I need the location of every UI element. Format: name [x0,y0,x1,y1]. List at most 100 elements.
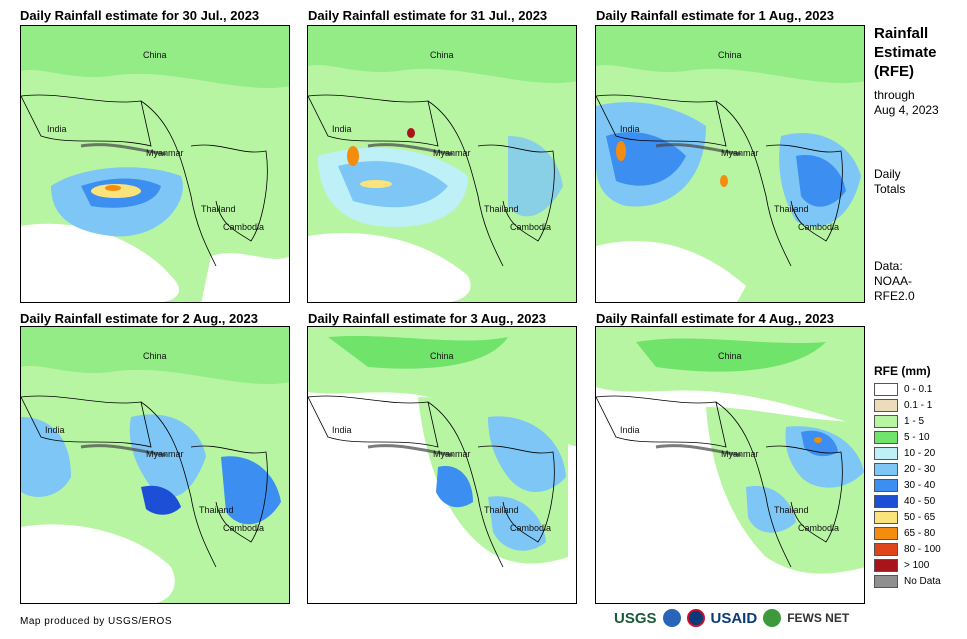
data-source-2: RFE2.0 [874,289,915,303]
label-thailand: Thailand [484,204,519,214]
rainfall-map-1-aug: China India Myanmar Thailand Cambodia [595,25,865,303]
fews-net-logo: FEWS NET [787,611,850,625]
usaid-logo: USAID [710,609,758,627]
map-graphic [596,26,864,302]
label-thailand: Thailand [201,204,236,214]
rainfall-map-3-aug: China India Myanmar Thailand Cambodia [307,326,577,604]
usaid-seal-icon [686,609,705,627]
daily-text: Daily [874,167,901,181]
sidebar-data-source: Data: NOAA- RFE2.0 [874,259,915,304]
noaa-logo-icon [662,609,681,627]
label-india: India [47,124,67,134]
legend-label: No Data [904,575,941,587]
legend-label: 5 - 10 [904,431,930,443]
label-cambodia: Cambodia [510,523,552,533]
panel-title-3: Daily Rainfall estimate for 1 Aug., 2023 [596,8,834,23]
panel-title-2: Daily Rainfall estimate for 31 Jul., 202… [308,8,548,23]
label-cambodia: Cambodia [798,523,840,533]
legend-label: 50 - 65 [904,511,936,523]
label-india: India [620,124,640,134]
legend-item: 40 - 50 [874,493,941,509]
through-date: Aug 4, 2023 [874,103,939,117]
legend-label: 0 - 0.1 [904,383,933,395]
label-myanmar: Myanmar [721,148,759,158]
legend-item: 5 - 10 [874,429,941,445]
label-myanmar: Myanmar [146,449,184,459]
legend-item: 50 - 65 [874,509,941,525]
map-graphic [596,327,864,603]
legend-title: RFE (mm) [874,364,931,378]
label-cambodia: Cambodia [223,523,265,533]
legend-swatch [874,430,898,444]
legend-label: 20 - 30 [904,463,936,475]
sidebar-title: Rainfall Estimate (RFE) [874,24,937,81]
panel-title-6: Daily Rainfall estimate for 4 Aug., 2023 [596,311,834,326]
legend-swatch [874,494,898,508]
totals-text: Totals [874,182,906,196]
label-cambodia: Cambodia [223,222,265,232]
data-label: Data: [874,259,903,273]
label-india: India [332,124,352,134]
legend-item: No Data [874,573,941,589]
legend-label: 65 - 80 [904,527,936,539]
legend-swatch [874,462,898,476]
legend-label: 1 - 5 [904,415,925,427]
map-graphic [21,26,289,302]
legend-item: 1 - 5 [874,413,941,429]
legend-swatch [874,478,898,492]
label-thailand: Thailand [484,505,519,515]
label-china: China [143,351,167,361]
sidebar-daily: Daily Totals [874,167,905,197]
legend-swatch [874,558,898,572]
map-graphic [21,327,289,603]
legend-item: 80 - 100 [874,541,941,557]
title-line-1: Rainfall [874,25,929,42]
panel-title-1: Daily Rainfall estimate for 30 Jul., 202… [20,8,260,23]
legend-swatch [874,382,898,396]
label-thailand: Thailand [774,505,809,515]
legend-label: 10 - 20 [904,447,936,459]
label-cambodia: Cambodia [798,222,840,232]
legend-swatch [874,542,898,556]
legend-swatch [874,526,898,540]
panel-title-5: Daily Rainfall estimate for 3 Aug., 2023 [308,311,546,326]
rainfall-map-31-jul: China India Myanmar Thailand Cambodia [307,25,577,303]
label-india: India [332,425,352,435]
data-source-1: NOAA- [874,274,913,288]
sidebar-through: through Aug 4, 2023 [874,88,939,118]
logo-bar: USGS USAID FEWS NET [614,609,849,627]
legend-label: 40 - 50 [904,495,936,507]
legend: 0 - 0.1 0.1 - 1 1 - 5 5 - 10 10 - 20 20 - 30 3… [874,381,941,589]
map-graphic [308,327,576,603]
label-china: China [430,50,454,60]
panel-title-4: Daily Rainfall estimate for 2 Aug., 2023 [20,311,258,326]
label-india: India [620,425,640,435]
legend-label: 0.1 - 1 [904,399,933,411]
legend-item: 65 - 80 [874,525,941,541]
map-credit: Map produced by USGS/EROS [20,616,173,627]
through-text: through [874,88,915,102]
legend-item: 0.1 - 1 [874,397,941,413]
label-india: India [45,425,65,435]
legend-item: 20 - 30 [874,461,941,477]
legend-item: 10 - 20 [874,445,941,461]
label-china: China [718,351,742,361]
legend-swatch [874,574,898,588]
label-china: China [143,50,167,60]
legend-swatch [874,414,898,428]
label-myanmar: Myanmar [146,148,184,158]
legend-swatch [874,446,898,460]
label-myanmar: Myanmar [433,148,471,158]
legend-item: 30 - 40 [874,477,941,493]
rainfall-map-30-jul: China India Myanmar Thailand Cambodia [20,25,290,303]
label-thailand: Thailand [774,204,809,214]
map-graphic [308,26,576,302]
label-china: China [718,50,742,60]
label-myanmar: Myanmar [433,449,471,459]
legend-label: > 100 [904,559,930,571]
legend-item: 0 - 0.1 [874,381,941,397]
rainfall-map-2-aug: China India Myanmar Thailand Cambodia [20,326,290,604]
fews-globe-icon [763,609,782,627]
rainfall-map-4-aug: China India Myanmar Thailand Cambodia [595,326,865,604]
legend-label: 80 - 100 [904,543,941,555]
